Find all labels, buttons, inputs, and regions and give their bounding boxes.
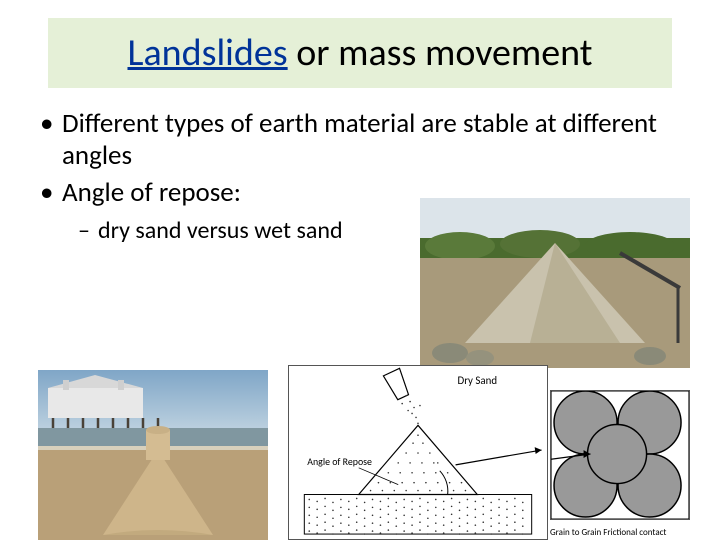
grain-caption: Grain to Grain Frictional contact — [550, 527, 710, 538]
title-rest: or mass movement — [288, 30, 593, 76]
gravel-pile-photo — [420, 198, 690, 368]
title-link[interactable]: Landslides — [127, 30, 287, 76]
angle-of-repose-diagram: Dry Sand Angle of Repose — [288, 365, 548, 540]
grain-contact-diagram — [550, 390, 690, 520]
diagram-title: Dry Sand — [458, 374, 498, 387]
slide-title: Landslides or mass movement — [58, 30, 662, 76]
figures-area: Dry Sand Angle of Repose Grain to Grain … — [0, 288, 720, 548]
bullet-1: Different types of earth material are st… — [40, 108, 690, 173]
diagram-angle-label: Angle of Repose — [307, 456, 372, 468]
sandcastle-photo — [38, 370, 268, 540]
title-banner: Landslides or mass movement — [48, 18, 672, 88]
